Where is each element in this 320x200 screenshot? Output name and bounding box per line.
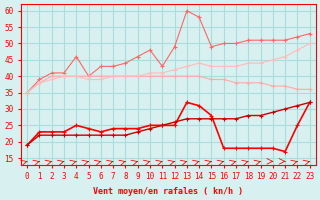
X-axis label: Vent moyen/en rafales ( kn/h ): Vent moyen/en rafales ( kn/h ) <box>93 187 244 196</box>
